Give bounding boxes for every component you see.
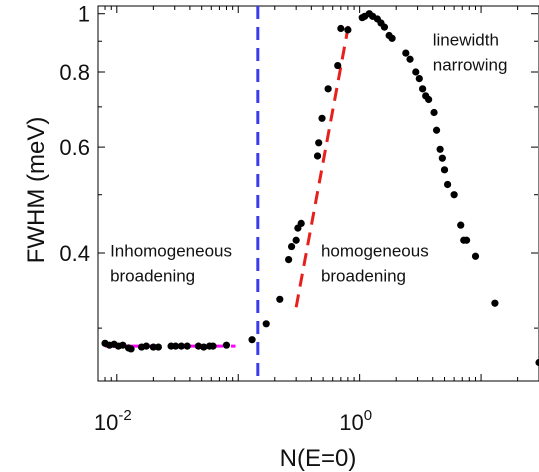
y-tick-label: 0.4 bbox=[59, 241, 90, 266]
data-point bbox=[402, 49, 410, 57]
data-point bbox=[436, 145, 444, 153]
data-point bbox=[119, 341, 127, 349]
data-point bbox=[287, 242, 296, 251]
chart-marks bbox=[101, 6, 539, 381]
data-point bbox=[438, 154, 446, 162]
data-point bbox=[415, 74, 423, 83]
data-point bbox=[172, 342, 180, 350]
data-point bbox=[194, 342, 203, 350]
plot-area bbox=[97, 5, 539, 382]
annotation-3: linewidth narrowing bbox=[433, 31, 508, 75]
data-point bbox=[440, 166, 449, 174]
data-point bbox=[337, 24, 345, 33]
data-point bbox=[425, 95, 433, 104]
data-point bbox=[200, 343, 208, 351]
data-point bbox=[154, 343, 162, 351]
data-point bbox=[222, 341, 231, 349]
data-point bbox=[183, 342, 191, 350]
data-point bbox=[334, 61, 342, 70]
data-point bbox=[419, 85, 427, 93]
plot-frame bbox=[97, 5, 539, 382]
x-tick-label: 100 bbox=[339, 407, 372, 435]
data-point bbox=[297, 219, 305, 227]
data-point bbox=[450, 191, 458, 199]
y-axis-label: FWHM (meV) bbox=[23, 117, 50, 264]
data-point bbox=[412, 68, 420, 76]
data-point bbox=[457, 221, 465, 229]
data-point bbox=[324, 85, 332, 93]
data-point bbox=[491, 299, 499, 307]
data-point bbox=[315, 139, 323, 147]
axis-ticks: 10-2 100 0.4 0.6 0.8 1 bbox=[59, 2, 539, 435]
fit-line-2 bbox=[294, 21, 351, 308]
annotation-2: homogeneous broadening bbox=[321, 241, 429, 285]
data-point bbox=[149, 343, 157, 351]
data-point bbox=[142, 342, 150, 350]
data-point bbox=[462, 236, 471, 244]
data-point bbox=[344, 26, 352, 34]
data-point bbox=[432, 126, 441, 134]
data-point bbox=[292, 236, 300, 244]
x-tick-label: 10-2 bbox=[94, 407, 132, 435]
data-point bbox=[388, 34, 396, 42]
y-tick-label: 0.6 bbox=[59, 135, 90, 160]
data-point bbox=[276, 295, 284, 303]
data-point bbox=[535, 358, 539, 367]
data-point bbox=[406, 55, 414, 63]
data-point bbox=[313, 152, 322, 160]
data-point bbox=[127, 345, 135, 353]
x-axis-label: N(E=0) bbox=[280, 445, 357, 472]
annotation-1: Inhomogeneous broadening bbox=[110, 241, 232, 285]
data-point bbox=[209, 342, 217, 350]
data-point bbox=[177, 342, 185, 350]
data-point bbox=[380, 23, 389, 31]
data-point bbox=[430, 108, 438, 117]
data-point bbox=[248, 336, 256, 344]
y-tick-label: 1 bbox=[78, 2, 90, 27]
data-point bbox=[262, 320, 270, 328]
data-point bbox=[285, 256, 293, 264]
data-point bbox=[471, 252, 480, 260]
data-point bbox=[318, 114, 326, 122]
annotations: Inhomogeneous broadening homogeneous broade… bbox=[110, 31, 507, 286]
y-tick-label: 0.8 bbox=[59, 60, 90, 85]
data-point bbox=[443, 180, 452, 189]
